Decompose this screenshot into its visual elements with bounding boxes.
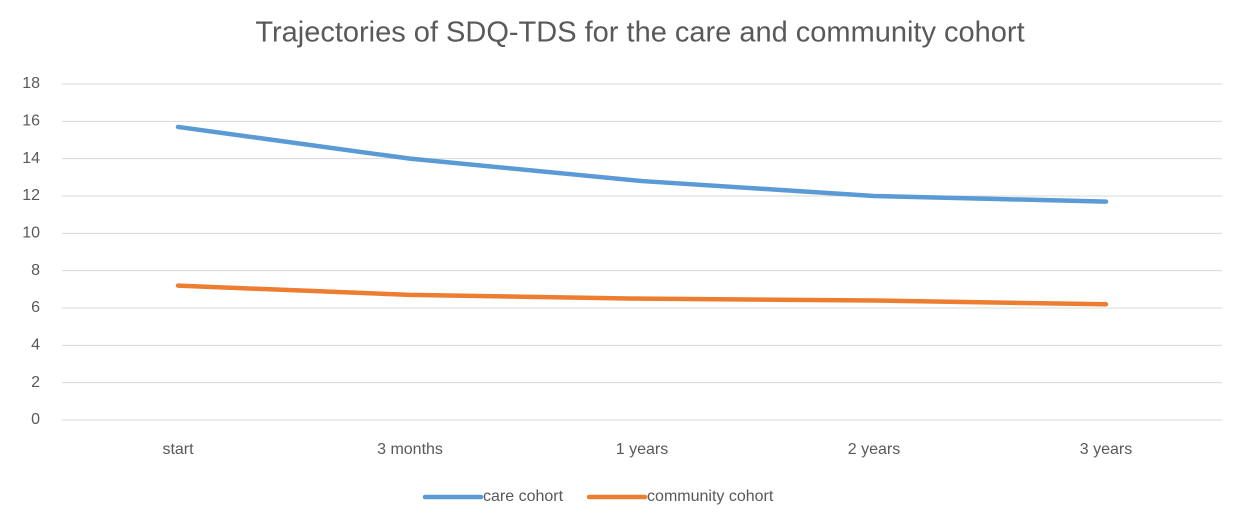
y-tick-label: 4 [31, 337, 40, 354]
y-tick-label: 8 [31, 262, 40, 279]
y-tick-label: 16 [22, 113, 40, 130]
x-tick-label: 2 years [848, 441, 900, 458]
y-tick-label: 10 [22, 225, 40, 242]
y-tick-label: 6 [31, 299, 40, 316]
legend-label: community cohort [647, 488, 774, 505]
x-tick-label: 3 years [1080, 441, 1132, 458]
y-tick-label: 14 [22, 150, 40, 167]
series-line [175, 283, 1109, 307]
y-tick-label: 18 [22, 75, 40, 92]
x-tick-label: start [162, 441, 194, 458]
x-tick-label: 1 years [616, 441, 668, 458]
series-line [175, 124, 1109, 204]
x-tick-label: 3 months [377, 441, 443, 458]
y-tick-label: 12 [22, 187, 40, 204]
y-tick-label: 2 [31, 374, 40, 391]
legend-label: care cohort [483, 488, 564, 505]
y-tick-label: 0 [31, 411, 40, 428]
chart-title: Trajectories of SDQ-TDS for the care and… [255, 17, 1024, 49]
